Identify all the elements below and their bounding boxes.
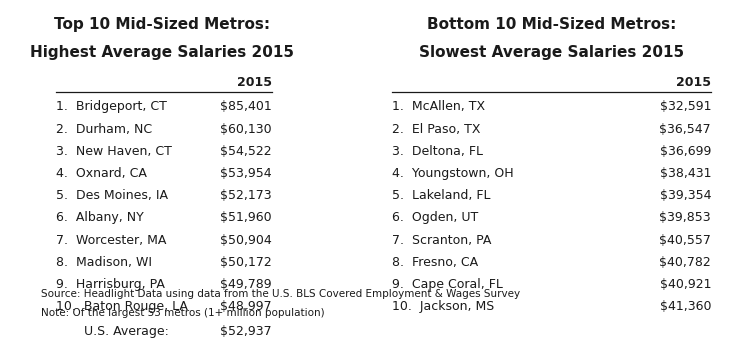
Text: $50,904: $50,904 [220, 234, 272, 247]
Text: $38,431: $38,431 [659, 167, 711, 180]
Text: $50,172: $50,172 [220, 256, 272, 269]
Text: 3.  Deltona, FL: 3. Deltona, FL [392, 145, 483, 158]
Text: $60,130: $60,130 [220, 122, 272, 135]
Text: 10.  Jackson, MS: 10. Jackson, MS [392, 300, 494, 313]
Text: $39,354: $39,354 [659, 189, 711, 202]
Text: 8.  Madison, WI: 8. Madison, WI [56, 256, 152, 269]
Text: 1.  Bridgeport, CT: 1. Bridgeport, CT [56, 100, 166, 113]
Text: 4.  Youngstown, OH: 4. Youngstown, OH [392, 167, 514, 180]
Text: 2.  El Paso, TX: 2. El Paso, TX [392, 122, 481, 135]
Text: Top 10 Mid-Sized Metros:: Top 10 Mid-Sized Metros: [54, 17, 270, 32]
Text: Highest Average Salaries 2015: Highest Average Salaries 2015 [30, 45, 294, 60]
Text: 9.  Cape Coral, FL: 9. Cape Coral, FL [392, 278, 503, 291]
Text: $40,921: $40,921 [659, 278, 711, 291]
Text: Slowest Average Salaries 2015: Slowest Average Salaries 2015 [419, 45, 684, 60]
Text: 4.  Oxnard, CA: 4. Oxnard, CA [56, 167, 147, 180]
Text: $39,853: $39,853 [659, 211, 711, 224]
Text: 2015: 2015 [676, 76, 711, 89]
Text: Bottom 10 Mid-Sized Metros:: Bottom 10 Mid-Sized Metros: [427, 17, 676, 32]
Text: $40,782: $40,782 [659, 256, 711, 269]
Text: 3.  New Haven, CT: 3. New Haven, CT [56, 145, 172, 158]
Text: $40,557: $40,557 [659, 234, 711, 247]
Text: $48,997: $48,997 [220, 300, 272, 313]
Text: $51,960: $51,960 [220, 211, 272, 224]
Text: $53,954: $53,954 [220, 167, 272, 180]
Text: 6.  Albany, NY: 6. Albany, NY [56, 211, 144, 224]
Text: $36,547: $36,547 [659, 122, 711, 135]
Text: 7.  Worcester, MA: 7. Worcester, MA [56, 234, 166, 247]
Text: Source: Headlight Data using data from the U.S. BLS Covered Employment & Wages S: Source: Headlight Data using data from t… [41, 289, 520, 299]
Text: 5.  Des Moines, IA: 5. Des Moines, IA [56, 189, 167, 202]
Text: $41,360: $41,360 [659, 300, 711, 313]
Text: 9.  Harrisburg, PA: 9. Harrisburg, PA [56, 278, 164, 291]
Text: Note: Of the largest 53 metros (1+ million population): Note: Of the largest 53 metros (1+ milli… [41, 308, 325, 318]
Text: $52,937: $52,937 [220, 325, 272, 338]
Text: $52,173: $52,173 [220, 189, 272, 202]
Text: 1.  McAllen, TX: 1. McAllen, TX [392, 100, 485, 113]
Text: $32,591: $32,591 [659, 100, 711, 113]
Text: 7.  Scranton, PA: 7. Scranton, PA [392, 234, 491, 247]
Text: 6.  Ogden, UT: 6. Ogden, UT [392, 211, 478, 224]
Text: $49,789: $49,789 [220, 278, 272, 291]
Text: 10.  Baton Rouge, LA: 10. Baton Rouge, LA [56, 300, 187, 313]
Text: 5.  Lakeland, FL: 5. Lakeland, FL [392, 189, 491, 202]
Text: 2015: 2015 [237, 76, 272, 89]
Text: U.S. Average:: U.S. Average: [84, 325, 169, 338]
Text: $85,401: $85,401 [220, 100, 272, 113]
Text: 2.  Durham, NC: 2. Durham, NC [56, 122, 152, 135]
Text: $54,522: $54,522 [220, 145, 272, 158]
Text: $36,699: $36,699 [659, 145, 711, 158]
Text: 8.  Fresno, CA: 8. Fresno, CA [392, 256, 478, 269]
